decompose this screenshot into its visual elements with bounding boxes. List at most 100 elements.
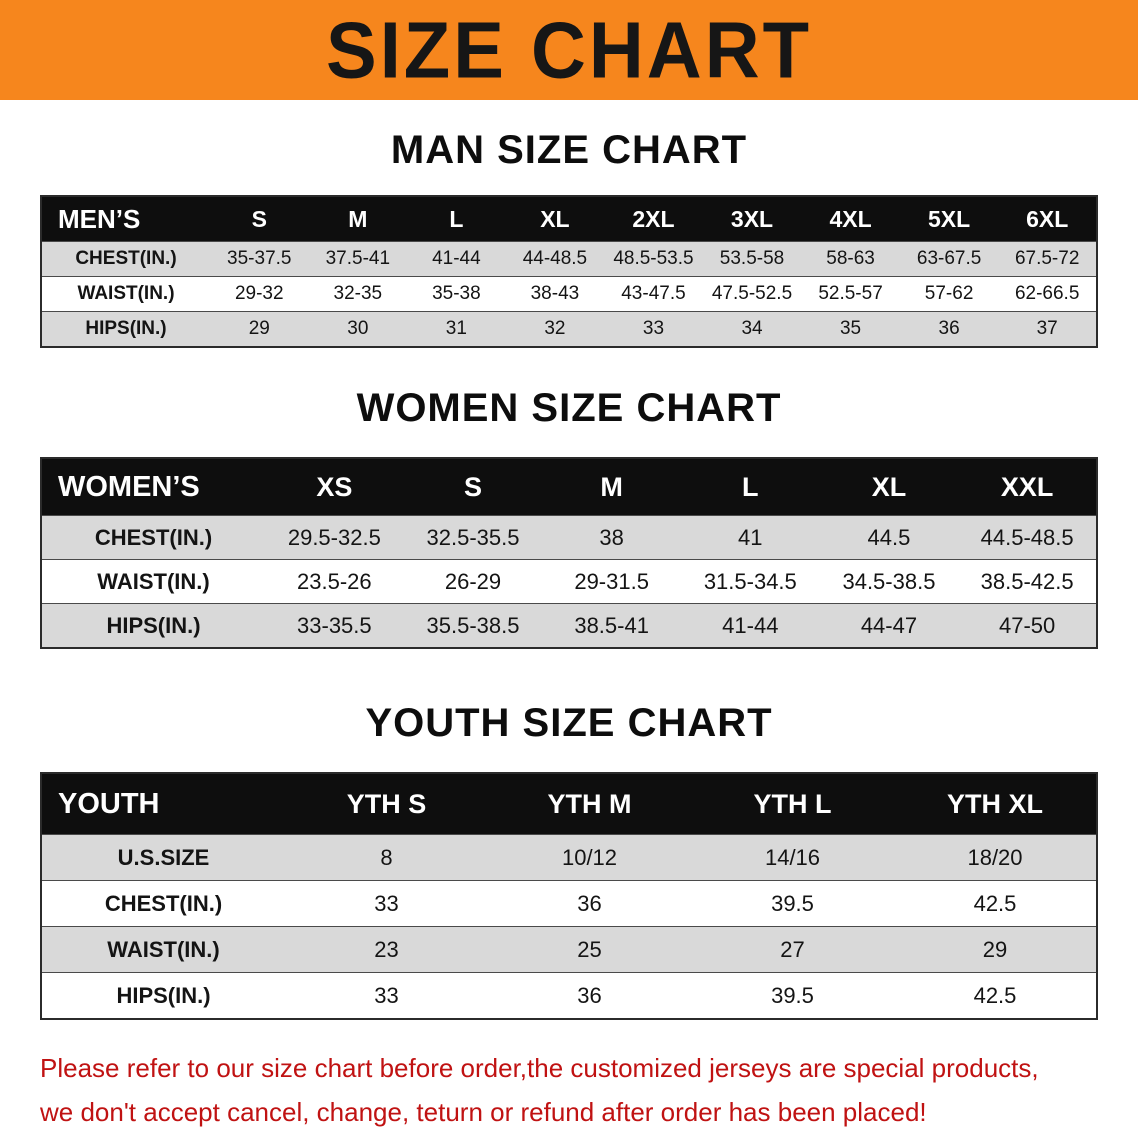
men-header-cell: L: [407, 196, 506, 242]
men-value-cell: 34: [702, 311, 802, 347]
youth-value-cell: 39.5: [691, 972, 894, 1019]
men-value-cell: 29: [210, 311, 309, 347]
men-value-cell: 63-67.5: [899, 241, 999, 277]
women-header-cell: XS: [265, 458, 404, 516]
women-value-cell: 41: [680, 515, 820, 560]
youth-row: HIPS(IN.) 33 36 39.5 42.5: [41, 972, 1097, 1019]
men-value-cell: 62-66.5: [998, 276, 1097, 312]
women-value-cell: 44.5: [819, 515, 959, 560]
women-header-row: WOMEN’S XS S M L XL XXL: [41, 458, 1097, 516]
youth-value-cell: 18/20: [894, 834, 1097, 881]
women-row: WAIST(IN.) 23.5-26 26-29 29-31.5 31.5-34.5 34…: [41, 559, 1097, 604]
page-title: SIZE CHART: [326, 5, 812, 95]
men-value-cell: 35-37.5: [210, 241, 309, 277]
women-header-cell: M: [542, 458, 681, 516]
youth-row: CHEST(IN.) 33 36 39.5 42.5: [41, 880, 1097, 927]
men-value-cell: 47.5-52.5: [702, 276, 802, 312]
men-value-cell: 44-48.5: [505, 241, 605, 277]
women-value-cell: 32.5-35.5: [403, 515, 543, 560]
women-row: CHEST(IN.) 29.5-32.5 32.5-35.5 38 41 44.5 44.5…: [41, 515, 1097, 560]
women-value-cell: 34.5-38.5: [819, 559, 959, 604]
women-value-cell: 38.5-41: [542, 603, 681, 648]
youth-value-cell: 42.5: [894, 880, 1097, 927]
men-size-table: MEN’S S M L XL 2XL 3XL 4XL 5XL 6XL CHEST(IN.) 35-37…: [40, 195, 1098, 348]
men-value-cell: 32-35: [308, 276, 408, 312]
women-value-cell: 47-50: [958, 603, 1097, 648]
men-header-cell: 2XL: [604, 196, 703, 242]
disclaimer-line-2: we don't accept cancel, change, teturn o…: [40, 1097, 927, 1127]
youth-value-cell: 29: [894, 926, 1097, 973]
youth-header-cell: YTH L: [691, 773, 894, 835]
women-table: WOMEN’S XS S M L XL XXL CHEST(IN.) 29.5-32.5 32.5…: [40, 457, 1098, 649]
disclaimer-line-1: Please refer to our size chart before or…: [40, 1053, 1039, 1083]
men-row-label: WAIST(IN.): [41, 276, 210, 312]
men-row-label: HIPS(IN.): [41, 311, 210, 347]
men-header-cell: M: [308, 196, 408, 242]
women-header-title: WOMEN’S: [41, 458, 265, 516]
women-value-cell: 33-35.5: [265, 603, 404, 648]
men-value-cell: 52.5-57: [801, 276, 900, 312]
men-header-cell: S: [210, 196, 309, 242]
women-row-label: HIPS(IN.): [41, 603, 265, 648]
men-value-cell: 32: [505, 311, 605, 347]
men-section-heading: MAN SIZE CHART: [390, 128, 748, 172]
youth-header-cell: YTH M: [488, 773, 691, 835]
youth-value-cell: 10/12: [488, 834, 691, 881]
women-value-cell: 38.5-42.5: [958, 559, 1097, 604]
men-header-cell: XL: [505, 196, 605, 242]
women-header-cell: XL: [819, 458, 959, 516]
youth-header-row: YOUTH YTH S YTH M YTH L YTH XL: [41, 773, 1097, 835]
men-header-cell: 6XL: [998, 196, 1097, 242]
youth-row: WAIST(IN.) 23 25 27 29: [41, 926, 1097, 973]
men-value-cell: 67.5-72: [998, 241, 1097, 277]
youth-value-cell: 33: [285, 972, 488, 1019]
men-value-cell: 37: [998, 311, 1097, 347]
women-value-cell: 26-29: [403, 559, 543, 604]
youth-value-cell: 33: [285, 880, 488, 927]
youth-header-cell: YTH XL: [894, 773, 1097, 835]
men-row: CHEST(IN.) 35-37.5 37.5-41 41-44 44-48.5 48.5…: [41, 241, 1097, 277]
men-value-cell: 38-43: [505, 276, 605, 312]
women-value-cell: 29-31.5: [542, 559, 681, 604]
women-value-cell: 29.5-32.5: [265, 515, 404, 560]
youth-value-cell: 25: [488, 926, 691, 973]
men-value-cell: 31: [407, 311, 506, 347]
women-row-label: CHEST(IN.): [41, 515, 265, 560]
women-header-cell: S: [403, 458, 543, 516]
men-value-cell: 43-47.5: [604, 276, 703, 312]
women-row: HIPS(IN.) 33-35.5 35.5-38.5 38.5-41 41-44 44-…: [41, 603, 1097, 648]
men-table: MEN’S S M L XL 2XL 3XL 4XL 5XL 6XL CHEST(IN.) 35-37…: [40, 195, 1098, 348]
men-header-cell: 4XL: [801, 196, 900, 242]
men-value-cell: 35: [801, 311, 900, 347]
men-header-cell: 3XL: [702, 196, 802, 242]
men-value-cell: 57-62: [899, 276, 999, 312]
women-header-cell: L: [680, 458, 820, 516]
men-value-cell: 30: [308, 311, 408, 347]
women-value-cell: 31.5-34.5: [680, 559, 820, 604]
youth-value-cell: 23: [285, 926, 488, 973]
men-row: WAIST(IN.) 29-32 32-35 35-38 38-43 43-47.5 47.…: [41, 276, 1097, 312]
men-value-cell: 29-32: [210, 276, 309, 312]
youth-header-cell: YTH S: [285, 773, 488, 835]
youth-row: U.S.SIZE 8 10/12 14/16 18/20: [41, 834, 1097, 881]
men-row: HIPS(IN.) 29 30 31 32 33 34 35 36 37: [41, 311, 1097, 347]
women-value-cell: 38: [542, 515, 681, 560]
youth-row-label: WAIST(IN.): [41, 926, 285, 973]
men-row-label: CHEST(IN.): [41, 241, 210, 277]
men-header-cell: 5XL: [899, 196, 999, 242]
men-value-cell: 33: [604, 311, 703, 347]
youth-value-cell: 39.5: [691, 880, 894, 927]
men-header-title: MEN’S: [41, 196, 210, 242]
women-value-cell: 35.5-38.5: [403, 603, 543, 648]
women-value-cell: 44-47: [819, 603, 959, 648]
men-value-cell: 35-38: [407, 276, 506, 312]
youth-value-cell: 42.5: [894, 972, 1097, 1019]
youth-value-cell: 36: [488, 972, 691, 1019]
men-value-cell: 53.5-58: [702, 241, 802, 277]
women-value-cell: 23.5-26: [265, 559, 404, 604]
youth-section-heading: YOUTH SIZE CHART: [365, 701, 773, 745]
youth-row-label: CHEST(IN.): [41, 880, 285, 927]
youth-row-label: HIPS(IN.): [41, 972, 285, 1019]
women-section-heading: WOMEN SIZE CHART: [356, 386, 782, 430]
